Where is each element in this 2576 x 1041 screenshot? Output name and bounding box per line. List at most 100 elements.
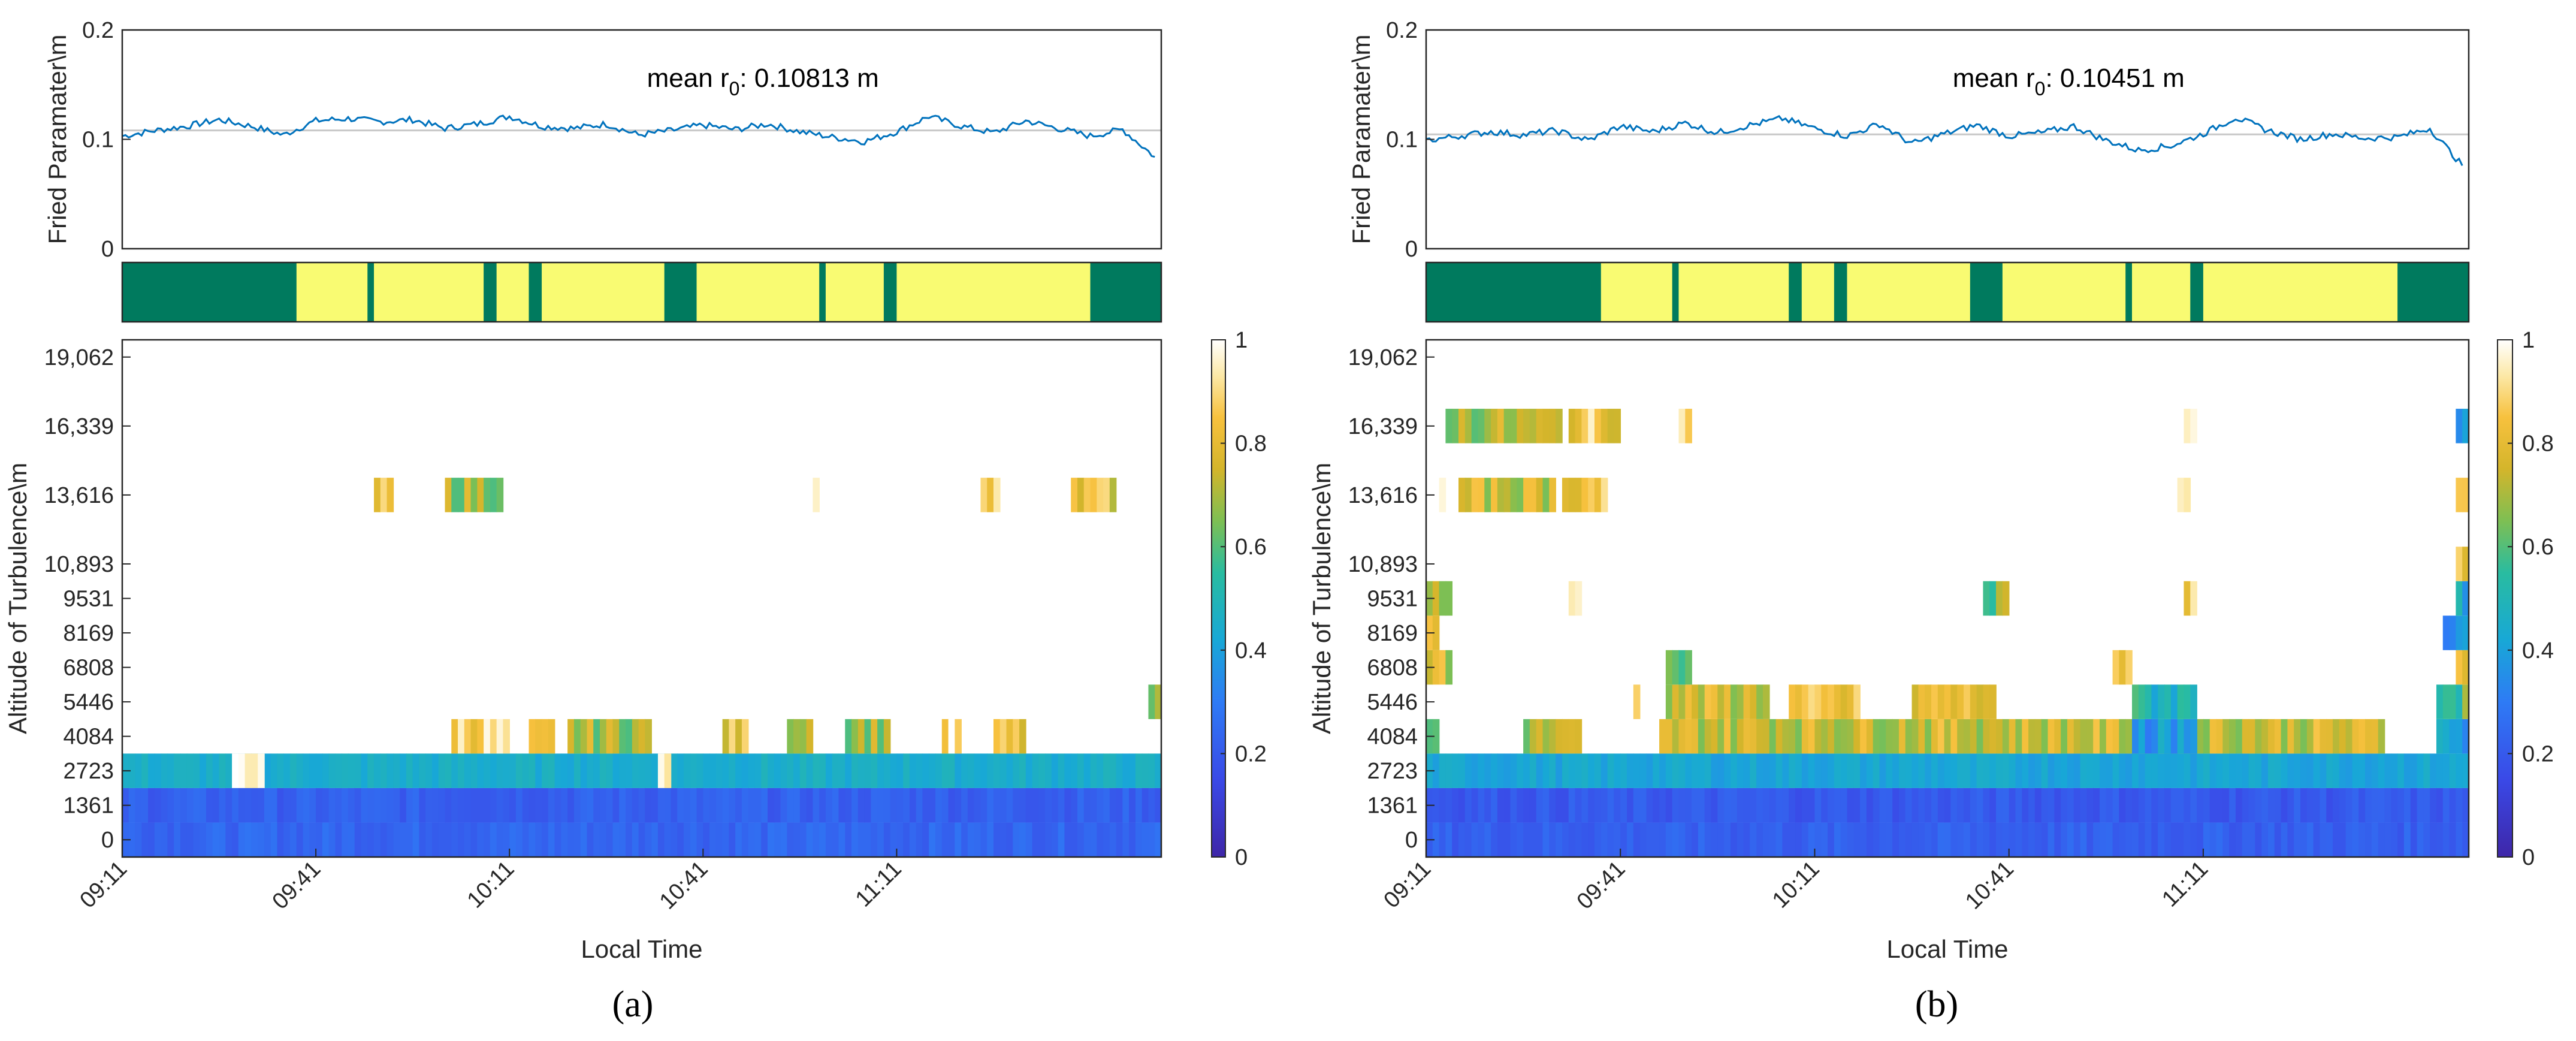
heatmap-cell: [1692, 684, 1699, 719]
heatmap-cell: [1957, 822, 1964, 857]
heatmap-cell: [612, 753, 620, 788]
heatmap-cell: [2345, 719, 2353, 754]
heatmap-cell: [206, 787, 213, 823]
heatmap-cell: [857, 753, 865, 788]
heatmap-cell: [380, 478, 388, 512]
heatmap-cell: [626, 822, 633, 857]
heatmap-cell: [1853, 822, 1861, 857]
heatmap-cell: [2248, 787, 2256, 823]
heatmap-cell: [1542, 719, 1550, 754]
heatmap-cell: [1789, 753, 1796, 788]
heatmap-cell: [2449, 684, 2457, 719]
heatmap-cell: [2462, 409, 2469, 443]
fried-plot-frame: [121, 29, 1162, 250]
heatmap-cell: [2391, 822, 2398, 857]
heatmap-cell: [909, 822, 917, 857]
heatmap-cell: [916, 753, 923, 788]
heatmap-cell: [2371, 753, 2379, 788]
heatmap-cell: [258, 787, 265, 823]
heatmap-cell: [1458, 787, 1466, 823]
heatmap-cell: [903, 787, 910, 823]
heatmap-cell: [386, 478, 394, 512]
heatmap-cell: [1665, 787, 1673, 823]
heatmap-cell: [2281, 822, 2288, 857]
heatmap-cell: [1769, 753, 1777, 788]
heatmap-cell: [1517, 478, 1524, 512]
state-segment: [1426, 262, 1602, 322]
heatmap-cell: [993, 478, 1001, 512]
heatmap-cell: [2442, 615, 2450, 650]
heatmap-cell: [1944, 719, 1952, 754]
heatmap-cell: [741, 822, 749, 857]
heatmap-cell: [761, 787, 768, 823]
heatmap-cell: [2462, 478, 2469, 512]
heatmap-cell: [1911, 719, 1919, 754]
heatmap-cell: [2184, 684, 2191, 719]
altitude-tick-label: 5446: [1367, 690, 1418, 715]
heatmap-cell: [1032, 753, 1040, 788]
heatmap-cell: [1445, 787, 1453, 823]
heatmap-cell: [2080, 719, 2088, 754]
heatmap-cell: [851, 719, 859, 754]
heatmap-cell: [1795, 822, 1802, 857]
heatmap-cell: [1925, 719, 1932, 754]
heatmap-cell: [1045, 753, 1052, 788]
heatmap-cell: [780, 822, 788, 857]
heatmap-cell: [2099, 822, 2107, 857]
heatmap-cell: [2242, 787, 2249, 823]
heatmap-cell: [180, 822, 188, 857]
heatmap-cell: [671, 822, 678, 857]
heatmap-cell: [1503, 478, 1511, 512]
heatmap-cell: [2099, 719, 2107, 754]
heatmap-cell: [522, 787, 530, 823]
heatmap-cell: [490, 822, 497, 857]
heatmap-cell: [1665, 650, 1673, 685]
heatmap-cell: [819, 753, 826, 788]
heatmap-cell: [1077, 822, 1085, 857]
heatmap-cell: [2410, 822, 2418, 857]
heatmap-cell: [2222, 719, 2230, 754]
heatmap-cell: [2086, 719, 2094, 754]
heatmap-cell: [690, 753, 697, 788]
heatmap-cell: [1698, 684, 1705, 719]
heatmap-cell: [1860, 753, 1867, 788]
heatmap-cell: [1905, 719, 1913, 754]
heatmap-cell: [851, 822, 859, 857]
heatmap-cell: [1685, 787, 1692, 823]
heatmap-cell: [845, 753, 852, 788]
heatmap-cell: [490, 478, 497, 512]
heatmap-cell: [722, 787, 730, 823]
heatmap-cell: [1775, 787, 1783, 823]
heatmap-cell: [1432, 719, 1440, 754]
heatmap-cell: [1646, 753, 1654, 788]
heatmap-cell: [496, 822, 504, 857]
heatmap-cell: [2209, 719, 2217, 754]
heatmap-cell: [703, 822, 710, 857]
fried-ytick-label: 0.1: [1386, 128, 1418, 153]
heatmap-cell: [1828, 787, 1835, 823]
heatmap-cell: [535, 478, 542, 512]
heatmap-cell: [999, 753, 1007, 788]
heatmap-cell: [477, 719, 484, 754]
fried-ylabel: Fried Paramater\m: [43, 34, 71, 244]
heatmap-cell: [774, 753, 781, 788]
heatmap-cell: [1032, 787, 1040, 823]
heatmap-cell: [374, 787, 381, 823]
heatmap-cell: [819, 787, 826, 823]
heatmap-cell: [445, 478, 452, 512]
heatmap-cell: [1665, 822, 1673, 857]
heatmap-cell: [813, 478, 820, 512]
heatmap-cell: [1497, 753, 1505, 788]
state-segment: [2203, 262, 2398, 322]
heatmap-cell: [1097, 787, 1104, 823]
heatmap-cell: [2306, 822, 2314, 857]
heatmap-cell: [599, 787, 607, 823]
heatmap-cell: [238, 822, 246, 857]
heatmap-cell: [1743, 753, 1751, 788]
heatmap-cell: [1685, 822, 1692, 857]
heatmap-cell: [1019, 753, 1026, 788]
heatmap-cell: [599, 719, 607, 754]
heatmap-cell: [290, 787, 297, 823]
heatmap-cell: [2423, 822, 2430, 857]
time-tick-label: 09:11: [1379, 856, 1436, 913]
